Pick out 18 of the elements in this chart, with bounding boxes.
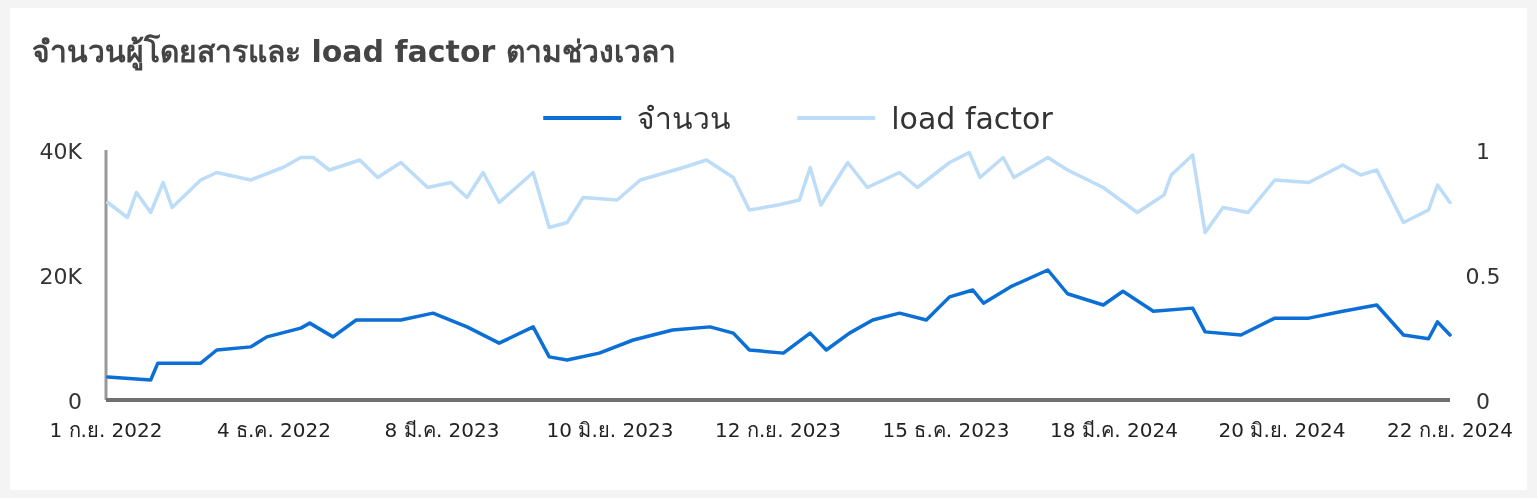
chart-title: จำนวนผู้โดยสารและ load factor ตามช่วงเวลา xyxy=(32,33,676,71)
x-tick-label: 15 ธ.ค. 2023 xyxy=(882,418,1010,442)
y-tick-label: 40K xyxy=(39,139,83,164)
y2-tick-label: 1 xyxy=(1476,139,1490,164)
x-tick-label: 12 ก.ย. 2023 xyxy=(715,418,841,442)
y2-tick-label: 0 xyxy=(1476,389,1490,414)
legend-label: จำนวน xyxy=(637,101,732,136)
legend-label: load factor xyxy=(891,101,1054,136)
x-tick-label: 8 มี.ค. 2023 xyxy=(384,418,500,442)
x-tick-label: 1 ก.ย. 2022 xyxy=(49,418,163,442)
x-tick-label: 22 ก.ย. 2024 xyxy=(1387,418,1513,442)
y-tick-label: 20K xyxy=(39,264,83,289)
x-tick-label: 18 มี.ค. 2024 xyxy=(1050,418,1178,442)
x-tick-label: 4 ธ.ค. 2022 xyxy=(216,418,332,442)
y2-tick-label: 0.5 xyxy=(1465,264,1501,289)
x-tick-label: 20 มิ.ย. 2024 xyxy=(1218,418,1346,442)
y-tick-label: 0 xyxy=(68,389,82,414)
x-tick-label: 10 มิ.ย. 2023 xyxy=(546,418,674,442)
